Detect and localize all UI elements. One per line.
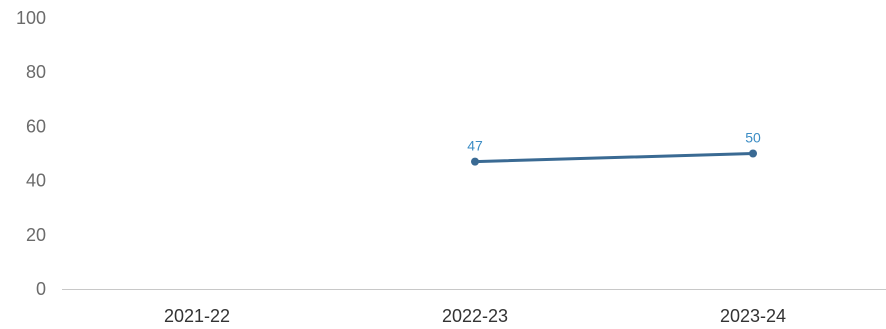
y-tick-label: 20 [26, 225, 46, 245]
x-tick-label: 2023-24 [720, 306, 786, 326]
series-line [473, 152, 755, 164]
x-tick-label: 2021-22 [164, 306, 230, 326]
data-label: 47 [467, 138, 483, 154]
y-tick-label: 60 [26, 116, 46, 136]
y-tick-label: 100 [16, 8, 46, 28]
data-point[interactable] [749, 149, 757, 158]
x-axis-ticks: 2021-22 2022-23 2023-24 [164, 306, 786, 326]
y-tick-label: 40 [26, 171, 46, 191]
y-tick-label: 80 [26, 62, 46, 82]
series-group [471, 149, 757, 166]
y-tick-label: 0 [36, 279, 46, 299]
data-point[interactable] [471, 157, 479, 166]
y-axis-ticks: 0 20 40 60 80 100 [16, 8, 46, 299]
data-labels: 47 50 [467, 130, 761, 154]
data-label: 50 [745, 130, 761, 146]
x-tick-label: 2022-23 [442, 306, 508, 326]
